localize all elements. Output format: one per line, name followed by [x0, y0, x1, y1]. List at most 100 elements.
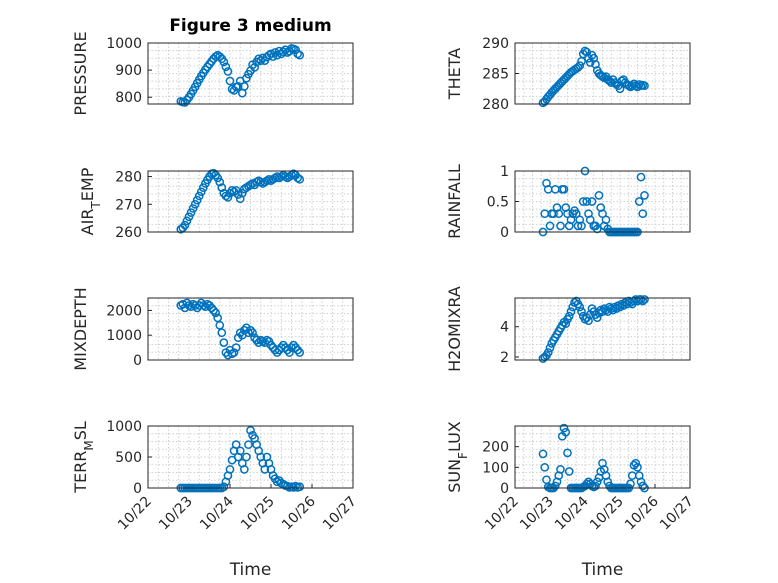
data-point	[233, 190, 243, 199]
data-point	[196, 187, 206, 197]
data-point	[556, 221, 565, 231]
y-tick-label: 280	[482, 97, 509, 113]
data-point	[603, 477, 613, 487]
y-tick-label: 1000	[106, 36, 142, 52]
subplot-pressure: 800 900 1000 PRESSURE Figure 3 medium	[71, 16, 354, 116]
data-point	[244, 328, 253, 338]
data-point	[559, 184, 569, 194]
axes-frame	[514, 42, 691, 105]
y-tick-label: 0	[133, 353, 142, 369]
data-point	[582, 197, 592, 206]
y-tick-label: 2	[500, 350, 509, 366]
data-point	[636, 295, 646, 304]
data-point	[559, 423, 569, 433]
y-axis-label: SUNFLUX	[445, 421, 470, 493]
axes-frame	[147, 425, 354, 489]
y-tick-label: 270	[115, 197, 142, 213]
data-point	[291, 45, 300, 55]
x-axis-label: Time	[229, 560, 272, 580]
data-point	[564, 467, 574, 476]
chart-title: Figure 3 medium	[169, 16, 331, 36]
subplot-air_temp: 260 270 280 AIRTEMP	[78, 167, 354, 241]
data-point	[264, 174, 274, 184]
data-point	[592, 313, 602, 323]
data-point	[577, 307, 586, 316]
series-air_temp	[176, 168, 305, 234]
y-tick-label: 100	[482, 460, 509, 476]
y-tick-label: 280	[115, 170, 142, 186]
y-tick-label: 1000	[106, 419, 142, 435]
data-point	[638, 209, 648, 219]
series-h2omixra	[538, 295, 649, 363]
data-point	[640, 191, 649, 200]
data-point	[221, 62, 231, 72]
x-axis-label: Time	[581, 560, 624, 580]
data-point	[186, 208, 196, 217]
data-point	[184, 212, 194, 222]
data-point	[591, 481, 600, 491]
series-theta	[538, 46, 649, 108]
data-point	[237, 188, 247, 198]
data-point	[631, 458, 641, 468]
data-point	[215, 52, 225, 61]
data-point	[626, 479, 635, 489]
y-tick-label: 900	[115, 63, 142, 79]
data-point	[640, 295, 649, 304]
data-point	[561, 319, 571, 329]
data-point	[194, 301, 204, 310]
data-point	[575, 61, 585, 70]
data-point	[199, 183, 208, 192]
data-point	[540, 462, 550, 472]
subplot-theta: 280 285 290 THETA	[445, 36, 691, 113]
data-point	[256, 177, 266, 187]
y-tick-label: 1000	[106, 328, 142, 344]
data-point	[272, 172, 282, 181]
data-point	[244, 440, 253, 449]
data-point	[242, 452, 251, 462]
data-point	[219, 57, 229, 67]
data-point	[295, 50, 305, 60]
data-point	[233, 82, 243, 91]
data-point	[594, 191, 604, 200]
data-point	[634, 80, 644, 89]
data-point	[554, 209, 564, 219]
data-point	[556, 465, 565, 474]
data-point	[295, 174, 305, 184]
data-point	[638, 481, 648, 491]
y-axis-label: MIXDEPTH	[71, 287, 90, 370]
y-tick-label: 1	[500, 164, 509, 180]
data-point	[272, 50, 282, 60]
data-point	[180, 220, 190, 230]
data-point	[293, 345, 302, 355]
data-point	[580, 46, 590, 56]
data-point	[217, 328, 227, 338]
y-tick-label: 0.5	[487, 195, 509, 211]
data-point	[592, 224, 602, 234]
data-point	[223, 67, 233, 76]
y-tick-label: 0	[500, 225, 509, 241]
data-point	[295, 482, 305, 492]
data-point	[242, 73, 251, 83]
data-point	[252, 177, 261, 187]
data-point	[295, 348, 305, 357]
series-rainfall	[538, 166, 649, 237]
data-point	[270, 173, 280, 183]
subplot-h2omixra: 2 4 H2OMIXRA	[445, 286, 691, 372]
data-point	[276, 172, 286, 181]
data-point	[215, 177, 225, 187]
axes-frame	[514, 170, 691, 233]
y-tick-label: 2000	[106, 303, 142, 319]
y-axis-label: RAINFALL	[445, 164, 464, 239]
data-point	[240, 465, 249, 474]
data-point	[634, 197, 644, 206]
data-point	[285, 348, 294, 357]
axes-frame	[514, 297, 691, 361]
axes-frame	[147, 297, 354, 361]
data-point	[227, 186, 237, 195]
axes-frame	[514, 425, 691, 489]
data-point	[194, 191, 204, 201]
data-point	[213, 173, 223, 183]
data-point	[592, 477, 602, 487]
data-point	[578, 197, 588, 206]
data-point	[235, 446, 245, 456]
